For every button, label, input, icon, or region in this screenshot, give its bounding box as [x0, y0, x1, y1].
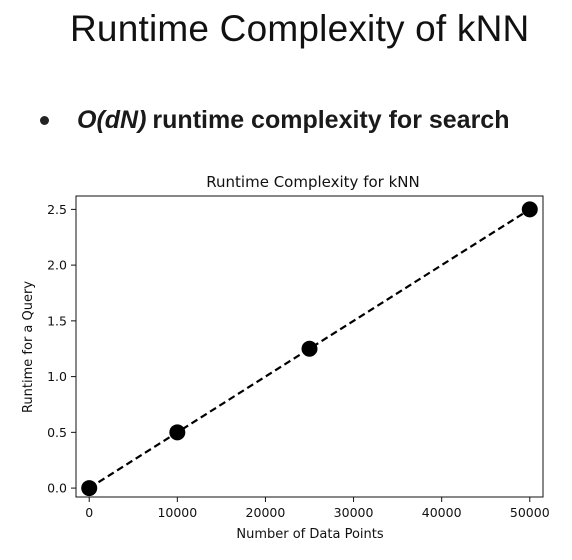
y-tick-label: 1.0 [47, 369, 67, 384]
y-tick-label: 0.0 [47, 481, 67, 496]
chart-title: Runtime Complexity for kNN [206, 173, 419, 191]
x-tick-label: 20000 [246, 505, 286, 520]
bullet-body: runtime complexity for search [152, 105, 510, 134]
x-tick-label: 10000 [157, 505, 197, 520]
data-point [81, 480, 98, 497]
series-line [88, 208, 531, 490]
y-tick-label: 0.5 [47, 425, 67, 440]
x-axis-label: Number of Data Points [236, 527, 383, 542]
x-axis-ticks: 0 10000 20000 30000 40000 50000 [85, 497, 550, 520]
y-axis-ticks: 0.0 0.5 1.0 1.5 2.0 2.5 [47, 202, 76, 496]
x-tick-label: 50000 [510, 505, 550, 520]
bullet-emphasis: O(dN) [77, 105, 147, 134]
x-tick-label: 40000 [422, 505, 462, 520]
y-axis-label: Runtime for a Query [21, 281, 36, 413]
bullet-text: O(dN) runtime complexity for search [77, 106, 509, 135]
data-point [521, 201, 538, 218]
plot-area [75, 195, 544, 498]
y-tick-label: 2.0 [47, 258, 67, 273]
x-tick-label: 0 [85, 505, 93, 520]
data-point [301, 340, 318, 357]
y-tick-label: 1.5 [47, 313, 67, 328]
slide-title: Runtime Complexity of kNN [70, 8, 530, 49]
bullet-point: O(dN) runtime complexity for search [40, 100, 509, 140]
runtime-chart: Runtime Complexity for kNN 0 10000 20000 30… [21, 173, 550, 542]
x-tick-label: 30000 [334, 505, 374, 520]
y-tick-label: 2.5 [47, 202, 67, 217]
series-layer [81, 201, 538, 497]
data-point [169, 424, 186, 441]
bullet-dot-icon [40, 115, 49, 125]
